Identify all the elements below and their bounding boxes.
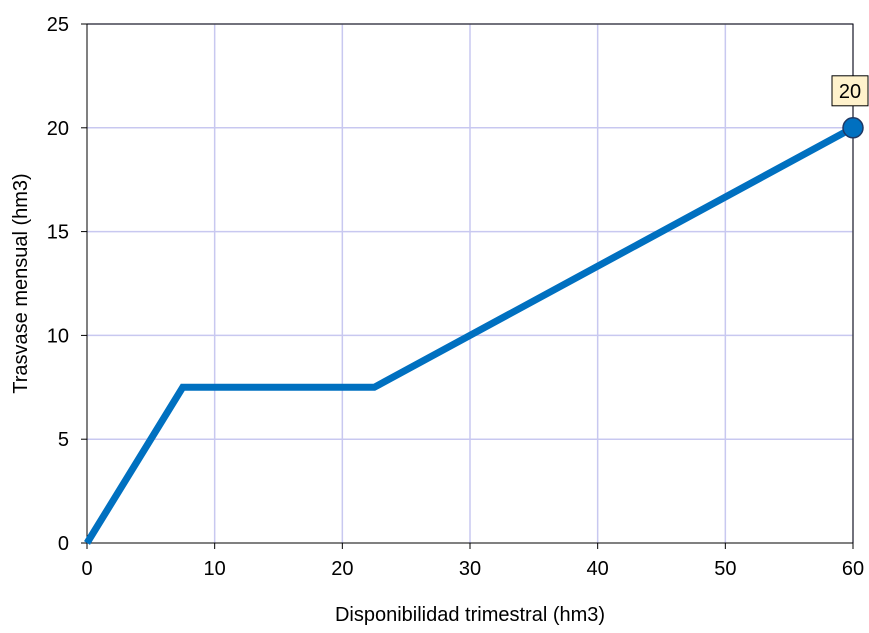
data-point-marker xyxy=(842,117,864,139)
y-tick-label: 5 xyxy=(58,429,69,451)
y-tick-label: 0 xyxy=(58,533,69,555)
y-tick-label: 25 xyxy=(47,14,69,36)
y-tick-label: 20 xyxy=(47,118,69,140)
data-label: 20 xyxy=(839,81,861,103)
series-line xyxy=(84,124,855,545)
y-tick-label: 15 xyxy=(47,222,69,244)
y-tick-label: 10 xyxy=(47,325,69,347)
y-axis-title: Trasvase mensual (hm3) xyxy=(10,173,32,393)
x-tick-label: 60 xyxy=(842,558,864,580)
series xyxy=(84,117,864,545)
x-tick-label: 20 xyxy=(331,558,353,580)
ticks: 0 10 20 30 40 50 60 0 5 10 15 20 25 xyxy=(47,14,864,580)
x-tick-label: 50 xyxy=(714,558,736,580)
grid xyxy=(87,23,854,543)
x-tick-label: 40 xyxy=(587,558,609,580)
data-label-box xyxy=(831,75,869,107)
x-tick-label: 10 xyxy=(204,558,226,580)
x-tick-label: 0 xyxy=(81,558,92,580)
x-tick-label: 30 xyxy=(459,558,481,580)
x-axis-title: Disponibilidad trimestral (hm3) xyxy=(335,604,605,626)
data-labels: 20 xyxy=(831,75,869,107)
